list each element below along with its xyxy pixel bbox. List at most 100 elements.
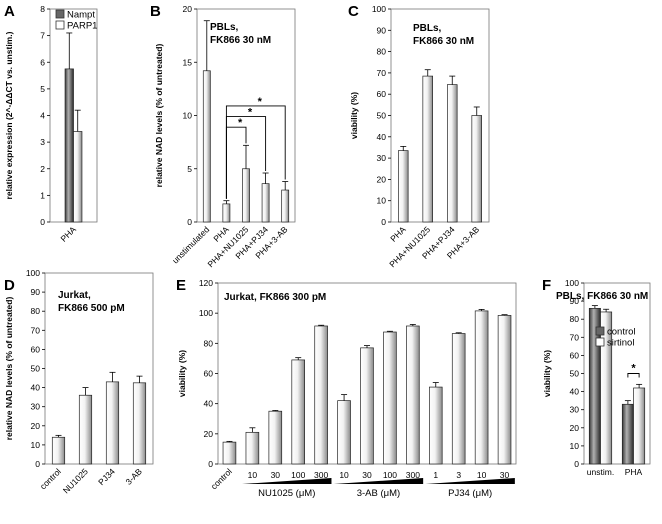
x-tick-label: 10 [339, 470, 349, 480]
bar-viability [383, 331, 397, 465]
y-tick-label: 8 [40, 4, 45, 14]
bar-nad [202, 70, 211, 223]
y-tick-label: 6 [40, 57, 45, 67]
panel-title-line: FK866 30 nM [413, 36, 474, 47]
panel-title-line: FK866 30 nM [210, 35, 271, 46]
y-tick-label: 20 [570, 423, 580, 433]
y-tick-label: 40 [204, 399, 214, 409]
panel-title-line: Jurkat, [58, 290, 91, 301]
y-tick-label: 90 [570, 296, 580, 306]
y-tick-label: 120 [199, 278, 213, 288]
bar-nad [132, 382, 147, 465]
x-tick-label: unstimulated [170, 224, 211, 265]
y-axis-label: viability (%) [349, 92, 359, 139]
x-tick-label: control [209, 466, 234, 491]
panel-title-line: FK866 500 pM [58, 303, 125, 314]
bar-viability [360, 347, 374, 465]
y-tick-label: 1 [40, 190, 45, 200]
bar-viability [447, 84, 458, 223]
panel-letter: F [542, 277, 551, 294]
y-tick-label: 40 [570, 387, 580, 397]
legend-label: control [607, 327, 636, 338]
y-tick-label: 70 [377, 68, 387, 78]
y-tick-label: 0 [208, 459, 213, 469]
y-tick-label: 30 [31, 402, 41, 412]
y-tick-label: 20 [377, 174, 387, 184]
bar-viability [337, 400, 351, 465]
bar-viability [474, 310, 489, 465]
y-tick-label: 90 [377, 25, 387, 35]
concentration-wedge [425, 478, 515, 484]
bar-viability [451, 333, 466, 465]
y-tick-label: 4 [40, 111, 45, 121]
x-tick-label: PHA [388, 224, 408, 244]
y-tick-label: 50 [570, 369, 580, 379]
bar-viability [245, 431, 260, 465]
y-tick-label: 15 [183, 57, 193, 67]
panel-letter: C [348, 3, 359, 20]
bar-viability [422, 75, 434, 223]
group-label: PJ34 (μM) [448, 488, 492, 499]
x-tick-label: control [38, 466, 63, 491]
group-label: NU1025 (μM) [258, 488, 315, 499]
bar-viability [314, 325, 328, 465]
bar-sirtinol [633, 387, 646, 465]
bar-viability [291, 359, 305, 465]
x-tick-label: 1 [433, 470, 438, 480]
x-tick-label: 300 [314, 470, 328, 480]
bar-viability [222, 441, 237, 465]
y-tick-label: 20 [183, 4, 193, 14]
y-tick-label: 10 [377, 196, 387, 206]
y-axis-label: relative NAD levels (% of untreated) [4, 297, 14, 441]
legend-label: Nampt [67, 10, 95, 21]
x-tick-label: 3 [456, 470, 461, 480]
panel-letter: B [150, 3, 161, 20]
y-tick-label: 20 [31, 421, 41, 431]
bar-nad [222, 203, 231, 223]
y-tick-label: 40 [377, 132, 387, 142]
x-tick-label: 10 [477, 470, 487, 480]
y-tick-label: 80 [377, 47, 387, 57]
significance-star: * [238, 117, 243, 129]
bar-nad [105, 381, 120, 465]
panel-title-line: Jurkat, FK866 300 pM [224, 292, 326, 303]
y-tick-label: 2 [40, 164, 45, 174]
y-tick-label: 0 [187, 217, 192, 227]
x-tick-label: NU1025 [61, 466, 90, 495]
chart-panel-a: A 0 1 2 3 4 5 6 7 8 relative expression (2^-ΔΔCT v… [4, 3, 97, 244]
x-tick-label: unstim. [587, 467, 614, 477]
x-tick-label: PHA [58, 224, 78, 244]
y-tick-label: 100 [372, 4, 386, 14]
y-tick-label: 0 [381, 217, 386, 227]
y-tick-label: 60 [204, 369, 214, 379]
bar-parp1 [73, 131, 83, 223]
legend-swatch [55, 20, 65, 30]
bar-viability [497, 315, 512, 465]
y-tick-label: 50 [31, 364, 41, 374]
y-tick-label: 60 [31, 344, 41, 354]
bar-nad [78, 394, 93, 465]
y-tick-label: 30 [377, 153, 387, 163]
chart-panel-d: D 0 10 20 30 40 50 60 70 80 90 100 relative NAD leve… [4, 268, 154, 495]
y-tick-label: 0 [40, 217, 45, 227]
chart-panel-f: F 0 10 20 30 40 50 60 70 80 90 100 viability (%) PBLs… [542, 277, 651, 477]
y-tick-label: 80 [570, 314, 580, 324]
bar-viability [268, 410, 283, 465]
x-tick-label: 3-AB [123, 466, 144, 487]
x-tick-label: 30 [271, 470, 281, 480]
panel-letter: D [4, 277, 15, 294]
y-tick-label: 10 [31, 440, 41, 450]
bar-control [621, 403, 634, 465]
y-axis-label: viability (%) [177, 350, 187, 397]
y-tick-label: 5 [187, 164, 192, 174]
y-tick-label: 40 [31, 383, 41, 393]
legend-label: PARP1 [67, 21, 97, 32]
x-tick-label: 30 [500, 470, 510, 480]
y-tick-label: 100 [199, 308, 213, 318]
legend-swatch [55, 9, 65, 19]
x-tick-label: 100 [291, 470, 305, 480]
significance-star: * [631, 363, 636, 375]
x-tick-label: 100 [383, 470, 397, 480]
chart-panel-b: B 0 5 10 15 20 relative NAD levels (% of untre… [150, 3, 296, 269]
